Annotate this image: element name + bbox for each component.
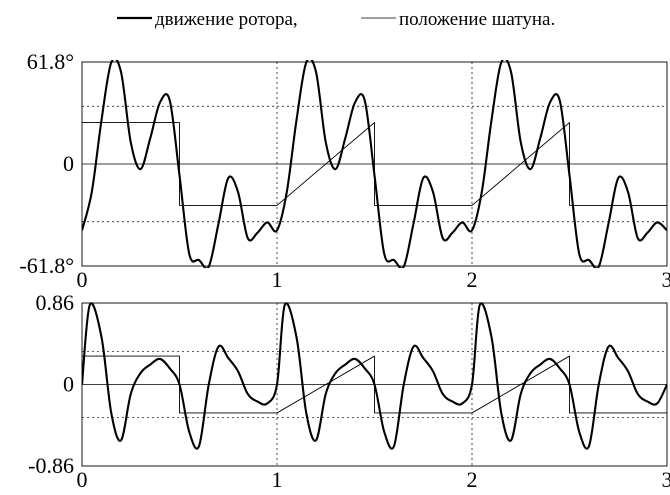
panel-2-ytick-label: -0.86 <box>28 453 74 478</box>
panel-2-xtick-label: 1 <box>272 467 283 492</box>
panel-2-ytick-label: 0.86 <box>36 290 75 315</box>
panel-2-series-thin <box>82 355 667 414</box>
panel-1-xtick-label: 1 <box>272 267 283 292</box>
panel-2-xtick-label: 0 <box>77 467 88 492</box>
panel-1-xtick-label: 2 <box>467 267 478 292</box>
legend-label-thin: положение шатуна. <box>399 9 555 30</box>
legend: движение ротора, положение шатуна. <box>117 9 555 30</box>
panel-1: 61.8°0-61.8°0 1 2 3 <box>19 49 670 292</box>
panel-1-xtick-label: 0 <box>77 267 88 292</box>
panel-1-ytick-label: -61.8° <box>19 253 74 278</box>
panel-1-ytick-label: 0 <box>63 151 74 176</box>
panel-1-series-thin <box>82 122 667 206</box>
panel-2-ytick-label: 0 <box>63 372 74 397</box>
legend-label-thick: движение ротора, <box>155 9 298 30</box>
panel-2-xtick-label: 3 <box>662 467 670 492</box>
panel-1-ytick-label: 61.8° <box>27 49 74 74</box>
panel-2: 0.860-0.860 1 2 3 <box>28 290 670 492</box>
panel-2-xtick-label: 2 <box>467 467 478 492</box>
panel-1-xtick-label: 3 <box>662 267 670 292</box>
